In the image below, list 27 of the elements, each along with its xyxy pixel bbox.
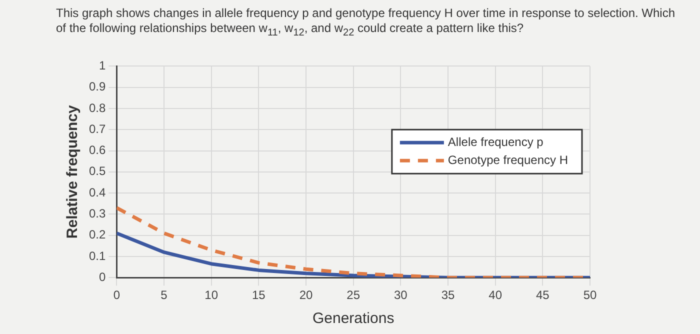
y-tick-label: 0.8 (88, 100, 106, 115)
legend-label: Genotype frequency H (448, 152, 568, 167)
y-axis-title: Relative frequency (64, 104, 82, 239)
x-tick-label: 40 (488, 288, 502, 302)
x-tick-label: 0 (113, 288, 120, 302)
x-tick-label: 30 (394, 288, 408, 302)
y-tick-label: 0.9 (88, 80, 106, 94)
x-axis-title: Generations (312, 310, 394, 328)
y-tick-label: 1 (98, 58, 106, 73)
x-tick-label: 20 (299, 288, 314, 302)
x-tick-label: 25 (346, 288, 360, 302)
y-tick-label: 0.3 (88, 206, 106, 220)
chart-title: This graph shows changes in allele frequency p and genotype frequency H over time in response to selection. Which of the following relationships between w$_{11}$, w$_{12}$, and w$_{22}$ could create a pattern like this? (56, 6, 676, 40)
x-tick-label: 5 (160, 288, 168, 302)
x-tick-label: 45 (536, 288, 550, 302)
y-tick-label: 0.2 (88, 228, 106, 242)
legend-label: Allele frequency p (448, 134, 544, 149)
y-tick-label: 0.5 (88, 164, 106, 178)
x-tick-label: 50 (583, 288, 597, 302)
x-tick-label: 10 (204, 288, 218, 302)
y-tick-label: 0.1 (88, 248, 106, 263)
y-tick-label: 0 (98, 270, 106, 284)
x-tick-label: 35 (441, 288, 455, 302)
x-tick-label: 15 (252, 288, 266, 302)
y-tick-label: 0.6 (88, 143, 106, 158)
y-tick-label: 0.7 (88, 122, 106, 136)
y-tick-label: 0.4 (88, 185, 106, 200)
